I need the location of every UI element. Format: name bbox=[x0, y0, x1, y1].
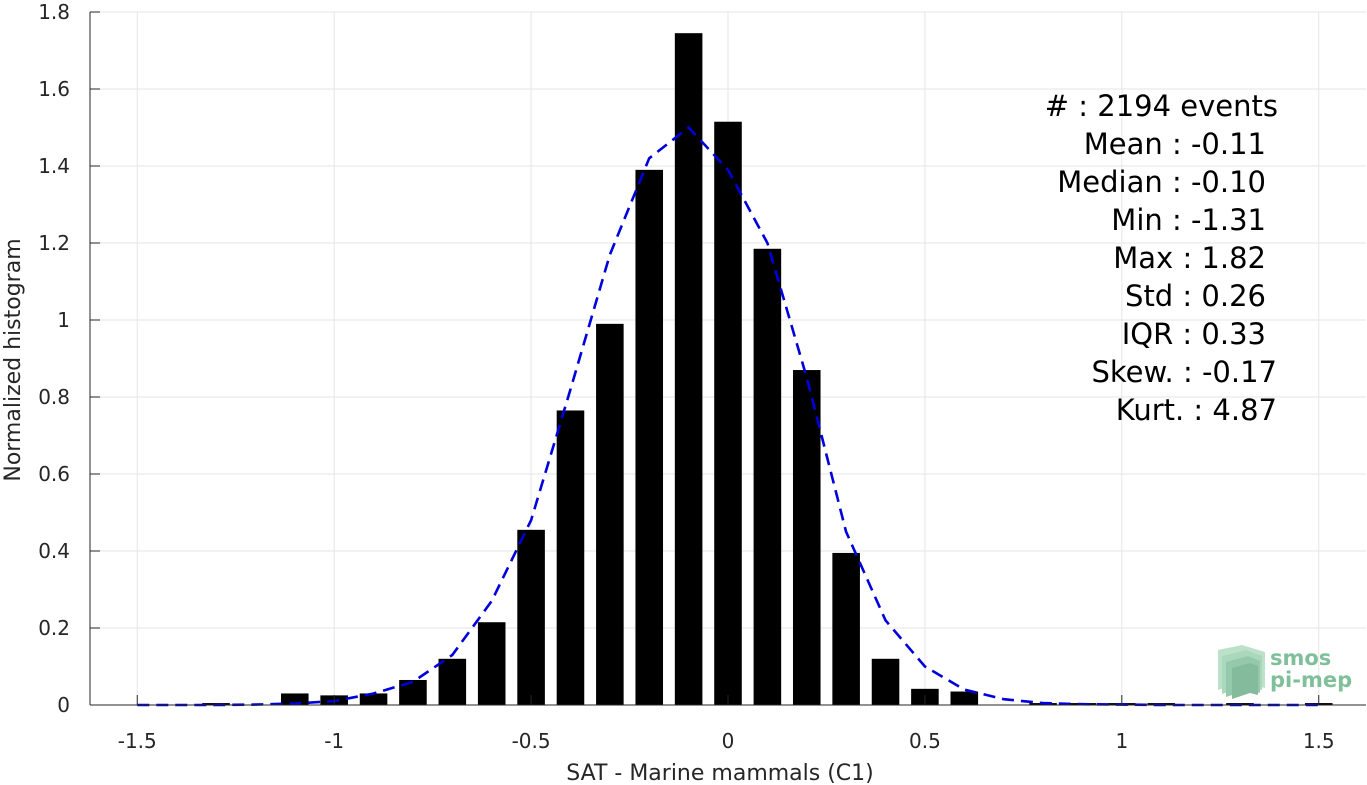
x-tick-label: 1.5 bbox=[1303, 729, 1335, 753]
histogram-bar bbox=[596, 323, 624, 705]
x-tick-label: -1 bbox=[324, 729, 344, 753]
y-tick-label: 0.4 bbox=[38, 539, 70, 563]
histogram-bar bbox=[871, 658, 900, 705]
histogram-bar bbox=[635, 169, 664, 706]
stat-count: # : 2194 events bbox=[1045, 89, 1278, 123]
y-tick-label: 1.6 bbox=[38, 77, 70, 101]
x-tick-label: -0.5 bbox=[512, 729, 551, 753]
histogram-bar bbox=[281, 693, 309, 705]
x-tick-label: 0 bbox=[722, 729, 735, 753]
x-axis-ticks: -1.5 -1 -0.5 0 0.5 1 1.5 bbox=[118, 695, 1335, 753]
histogram-bar bbox=[556, 410, 585, 705]
smos-pi-mep-logo: smos pi-mep bbox=[1218, 645, 1352, 699]
histogram-bar bbox=[438, 658, 467, 705]
x-tick-label: 0.5 bbox=[909, 729, 941, 753]
y-axis-label: Normalized histogram bbox=[1, 238, 26, 481]
histogram-bar bbox=[714, 121, 742, 706]
histogram-bars bbox=[202, 33, 1333, 706]
logo-text-smos: smos bbox=[1270, 646, 1331, 670]
histogram-bar bbox=[792, 370, 821, 705]
histogram-bar bbox=[674, 33, 703, 706]
y-tick-label: 0.6 bbox=[38, 462, 70, 486]
y-tick-label: 1.8 bbox=[38, 0, 70, 24]
histogram-bar bbox=[359, 693, 388, 705]
stat-mean: Mean : -0.11 bbox=[1084, 127, 1266, 161]
y-tick-label: 1.4 bbox=[38, 154, 70, 178]
y-tick-label: 0.8 bbox=[38, 385, 70, 409]
stat-iqr: IQR : 0.33 bbox=[1122, 317, 1266, 351]
histogram-bar bbox=[753, 248, 782, 705]
stat-max: Max : 1.82 bbox=[1113, 241, 1266, 275]
histogram-bar bbox=[950, 691, 979, 705]
y-tick-label: 1 bbox=[57, 308, 70, 332]
stats-box: # : 2194 events Mean : -0.11 Median : -0… bbox=[1045, 89, 1278, 427]
stat-std: Std : 0.26 bbox=[1125, 279, 1266, 313]
y-axis-ticks: 0 0.2 0.4 0.6 0.8 1 1.2 1.4 1.6 1.8 bbox=[38, 0, 100, 717]
x-axis-label: SAT - Marine mammals (C1) bbox=[566, 761, 874, 785]
stat-skew: Skew. : -0.17 bbox=[1091, 355, 1277, 389]
histogram-bar bbox=[477, 622, 506, 705]
x-tick-label: -1.5 bbox=[118, 729, 157, 753]
histogram-bar bbox=[517, 529, 545, 705]
histogram-bar bbox=[832, 552, 860, 705]
y-tick-label: 0.2 bbox=[38, 616, 70, 640]
stat-min: Min : -1.31 bbox=[1111, 203, 1266, 237]
logo-text-pi-mep: pi-mep bbox=[1270, 668, 1352, 692]
stat-median: Median : -0.10 bbox=[1057, 165, 1266, 199]
stat-kurt: Kurt. : 4.87 bbox=[1116, 393, 1277, 427]
logo-waves-icon bbox=[1218, 645, 1265, 699]
x-tick-label: 1 bbox=[1115, 729, 1128, 753]
y-tick-label: 1.2 bbox=[38, 231, 70, 255]
y-tick-label: 0 bbox=[57, 693, 70, 717]
